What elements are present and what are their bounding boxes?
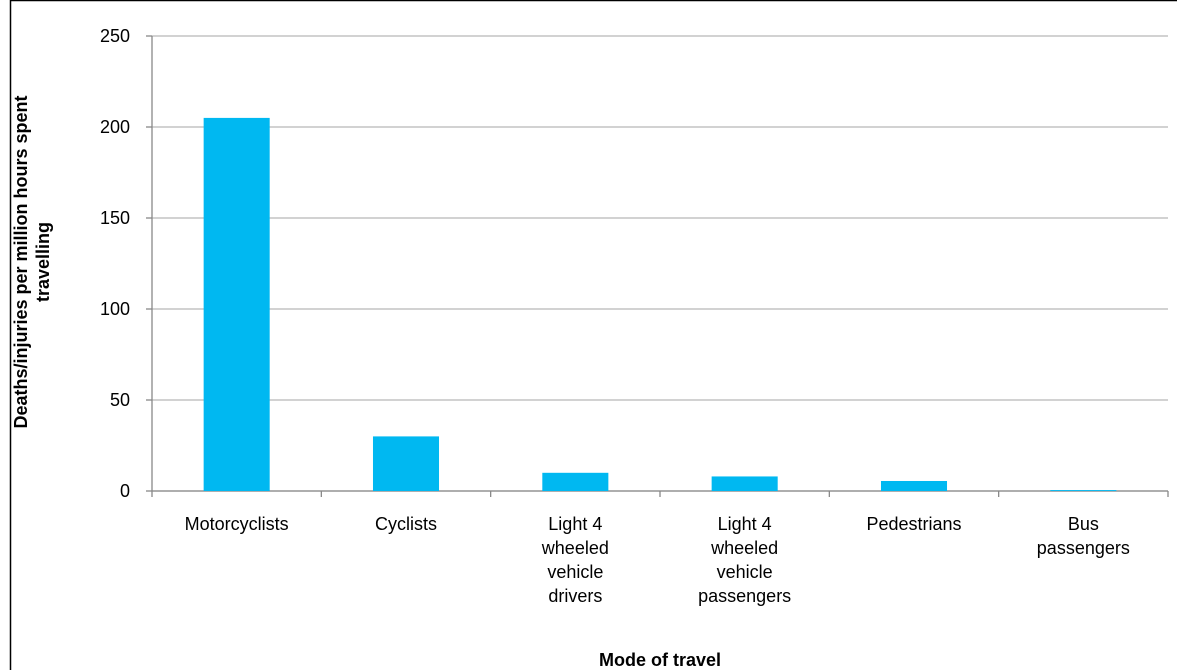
x-tick-label: Pedestrians — [866, 514, 962, 534]
x-tick-label: Light 4 wheeled vehicle passengers — [698, 514, 792, 606]
y-axis-title: Deaths/injuries per million hours spent … — [11, 95, 53, 429]
y-tick-label: 100 — [99, 299, 130, 319]
bar — [711, 476, 778, 491]
x-tick-label: Bus passengers — [1036, 514, 1130, 558]
bar — [542, 472, 609, 491]
y-tick-label: 0 — [119, 481, 130, 501]
frame — [9, 0, 1177, 670]
y-tick-label: 250 — [99, 26, 130, 46]
x-axis-title: Mode of travel — [598, 650, 722, 670]
y-tick-label: 200 — [99, 117, 130, 137]
bar — [880, 480, 948, 491]
bar — [203, 117, 270, 492]
x-tick-label: Cyclists — [375, 514, 437, 534]
bar — [1050, 490, 1117, 491]
y-tick-label: 50 — [109, 390, 130, 410]
bar — [372, 436, 440, 491]
x-tick-label: Light 4 wheeled vehicle drivers — [541, 514, 609, 606]
y-tick-label: 150 — [99, 208, 130, 228]
x-tick-label: Motorcyclists — [184, 514, 289, 534]
